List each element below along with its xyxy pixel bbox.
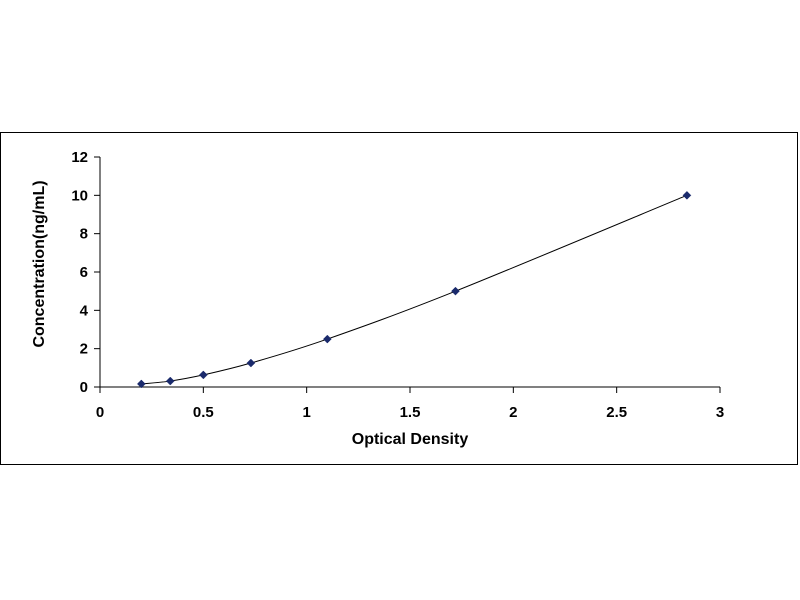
x-tick-label: 2.5 xyxy=(606,404,627,421)
fit-curve xyxy=(141,194,688,385)
data-points xyxy=(136,190,692,389)
data-point-marker xyxy=(322,334,332,344)
data-point-marker xyxy=(451,286,460,296)
x-tick-label: 3 xyxy=(716,404,724,421)
chart-frame xyxy=(0,132,798,465)
y-tick-label: 0 xyxy=(80,379,88,396)
y-axis-title: Concentration(ng/mL) xyxy=(31,180,48,347)
data-point-marker xyxy=(198,370,208,380)
data-point-marker xyxy=(682,190,692,200)
x-tick-label: 1 xyxy=(302,404,310,421)
data-point-marker xyxy=(246,358,256,368)
y-tick-label: 4 xyxy=(80,302,89,319)
axes xyxy=(94,156,721,393)
x-axis-title: Optical Density xyxy=(352,431,469,448)
x-tick-label: 2 xyxy=(509,404,517,421)
data-point-marker xyxy=(136,379,146,389)
y-tick-label: 10 xyxy=(71,187,88,204)
x-tick-label: 0 xyxy=(96,404,104,421)
y-tick-label: 2 xyxy=(80,341,88,358)
x-tick-label: 0.5 xyxy=(193,404,214,421)
y-tick-label: 6 xyxy=(80,264,88,281)
x-tick-label: 1.5 xyxy=(400,404,421,421)
y-tick-label: 12 xyxy=(71,149,88,166)
data-point-marker xyxy=(165,376,175,386)
tick-labels: 0 0.5 1 1.5 2 2.5 3 0 2 4 6 8 10 12 xyxy=(71,149,724,421)
y-tick-label: 8 xyxy=(80,226,88,243)
